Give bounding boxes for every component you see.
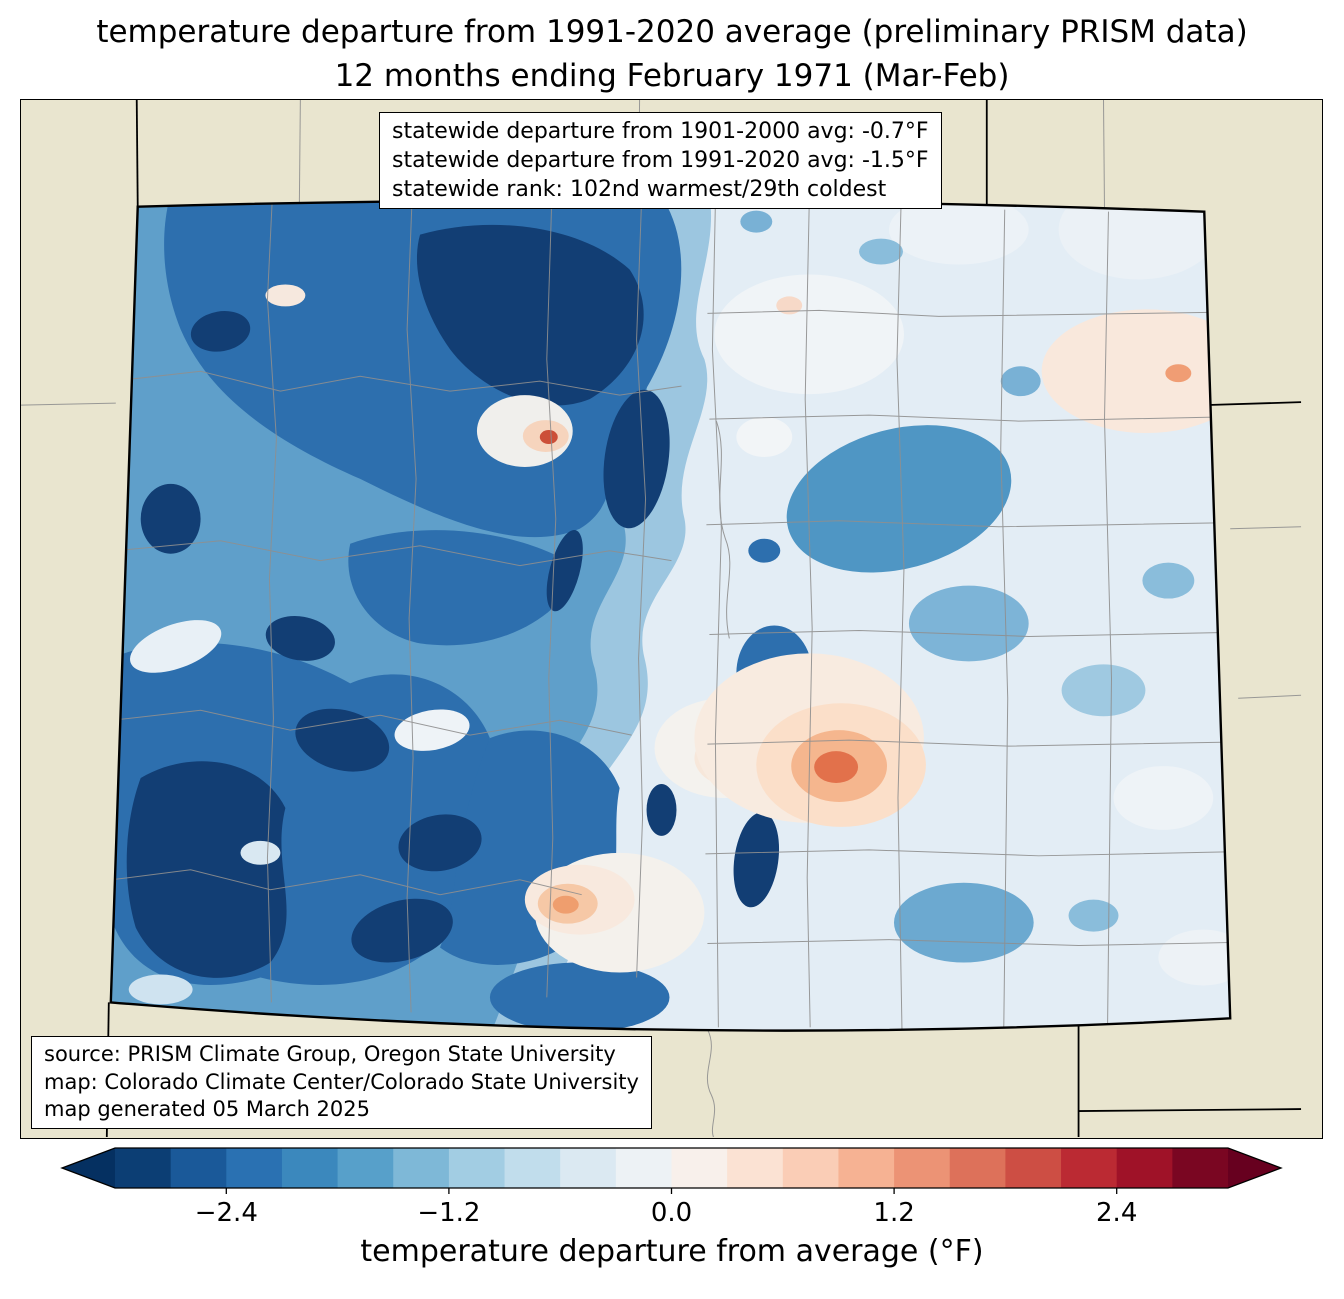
west-light-patches bbox=[128, 284, 470, 1005]
southeast-warm-anomaly bbox=[694, 653, 926, 827]
colorbar: −2.4 −1.2 0.0 1.2 2.4 temperature departure … bbox=[0, 1146, 1344, 1296]
temperature-field bbox=[110, 200, 1231, 1031]
source-line-2: map: Colorado Climate Center/Colorado St… bbox=[44, 1069, 639, 1094]
central-warm-spot bbox=[476, 395, 573, 467]
colorbar-tick-label: −2.4 bbox=[194, 1198, 258, 1228]
coldest-anomaly-cores bbox=[126, 224, 670, 978]
county-lines bbox=[111, 200, 1229, 1031]
stats-line-3: statewide rank: 102nd warmest/29th colde… bbox=[392, 177, 887, 203]
east-blue-patches bbox=[646, 210, 1195, 963]
source-line-3: map generated 05 March 2025 bbox=[44, 1097, 371, 1122]
source-box: source: PRISM Climate Group, Oregon Stat… bbox=[31, 1036, 652, 1130]
colorbar-ticks: −2.4 −1.2 0.0 1.2 2.4 bbox=[0, 1198, 1344, 1232]
map-frame: statewide departure from 1901-2000 avg: … bbox=[20, 99, 1323, 1139]
colorbar-tick-label: −1.2 bbox=[417, 1198, 481, 1228]
colorbar-tick-label: 1.2 bbox=[873, 1198, 915, 1228]
stats-box: statewide departure from 1901-2000 avg: … bbox=[379, 112, 942, 210]
title-line-2: 12 months ending February 1971 (Mar-Feb) bbox=[334, 58, 1010, 95]
south-central-warm-spot bbox=[524, 864, 635, 935]
colorbar-tick-label: 2.4 bbox=[1096, 1198, 1138, 1228]
stats-line-2: statewide departure from 1991-2020 avg: … bbox=[392, 148, 929, 174]
colorbar-tick-label: 0.0 bbox=[650, 1198, 693, 1228]
stats-line-1: statewide departure from 1901-2000 avg: … bbox=[392, 119, 929, 144]
figure-title: temperature departure from 1991-2020 ave… bbox=[0, 10, 1344, 98]
colorado-map bbox=[21, 100, 1321, 1137]
source-line-1: source: PRISM Climate Group, Oregon Stat… bbox=[44, 1042, 616, 1066]
colorbar-label: temperature departure from average (°F) bbox=[360, 1234, 984, 1269]
title-line-1: temperature departure from 1991-2020 ave… bbox=[96, 14, 1248, 50]
colorbar-gradient bbox=[60, 1147, 1283, 1194]
